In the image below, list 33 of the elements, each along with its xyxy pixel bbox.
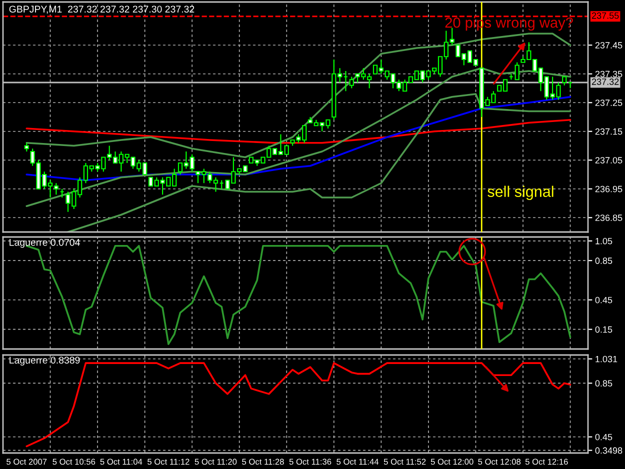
y-tick-label: 237.35 [595, 70, 622, 78]
y-tick-label: 0.85 [595, 258, 612, 264]
y-tick-label: 237.15 [595, 128, 622, 135]
x-tick-label: 5 Oct 11:36 [289, 458, 332, 465]
chart-title: Laguerre 0.8389 [10, 356, 80, 366]
x-tick-label: 5 Oct 12:16 [525, 458, 568, 465]
y-tick-label: 0.45 [595, 434, 612, 440]
x-tick-label: 5 Oct 11:44 [336, 458, 379, 465]
y-tick-label: 0.45 [595, 296, 612, 304]
y-tick-label: 0.85 [595, 380, 612, 387]
x-tick-label: 5 Oct 12:08 [478, 458, 521, 465]
ref-line-label: 237.55 [592, 12, 619, 19]
y-tick-label: 1.05 [596, 238, 612, 244]
ref-line-label: 237.32 [592, 78, 619, 85]
x-tick-label: 5 Oct 12:00 [430, 458, 474, 465]
y-tick-label: 237.45 [595, 42, 622, 48]
y-tick-label: 236.95 [595, 186, 622, 192]
x-tick-label: 5 Oct 11:12 [148, 458, 190, 465]
y-tick-label: 237.25 [595, 100, 622, 106]
chart-title: GBPJPY,M1 237.32 237.32 237.30 237.32 [9, 6, 194, 14]
x-tick-label: 5 Oct 11:52 [384, 458, 426, 465]
y-tick-label: 0.3498 [595, 447, 622, 454]
x-tick-label: 5 Oct 11:28 [242, 458, 284, 465]
x-tick-label: 5 Oct 10:56 [52, 458, 96, 465]
x-tick-label: 5 Oct 2007 [6, 458, 47, 465]
chart-title: Laguerre 0.0704 [10, 238, 80, 248]
x-tick-label: 5 Oct 11:20 [194, 458, 237, 465]
y-tick-label: 236.85 [595, 214, 622, 221]
x-tick-label: 5 Oct 11:04 [100, 458, 142, 465]
y-tick-label: 237.05 [595, 157, 622, 164]
y-tick-label: 0.15 [595, 326, 612, 333]
ref-line-label: sell signal [488, 186, 554, 200]
y-tick-label: 1.031 [596, 356, 618, 362]
